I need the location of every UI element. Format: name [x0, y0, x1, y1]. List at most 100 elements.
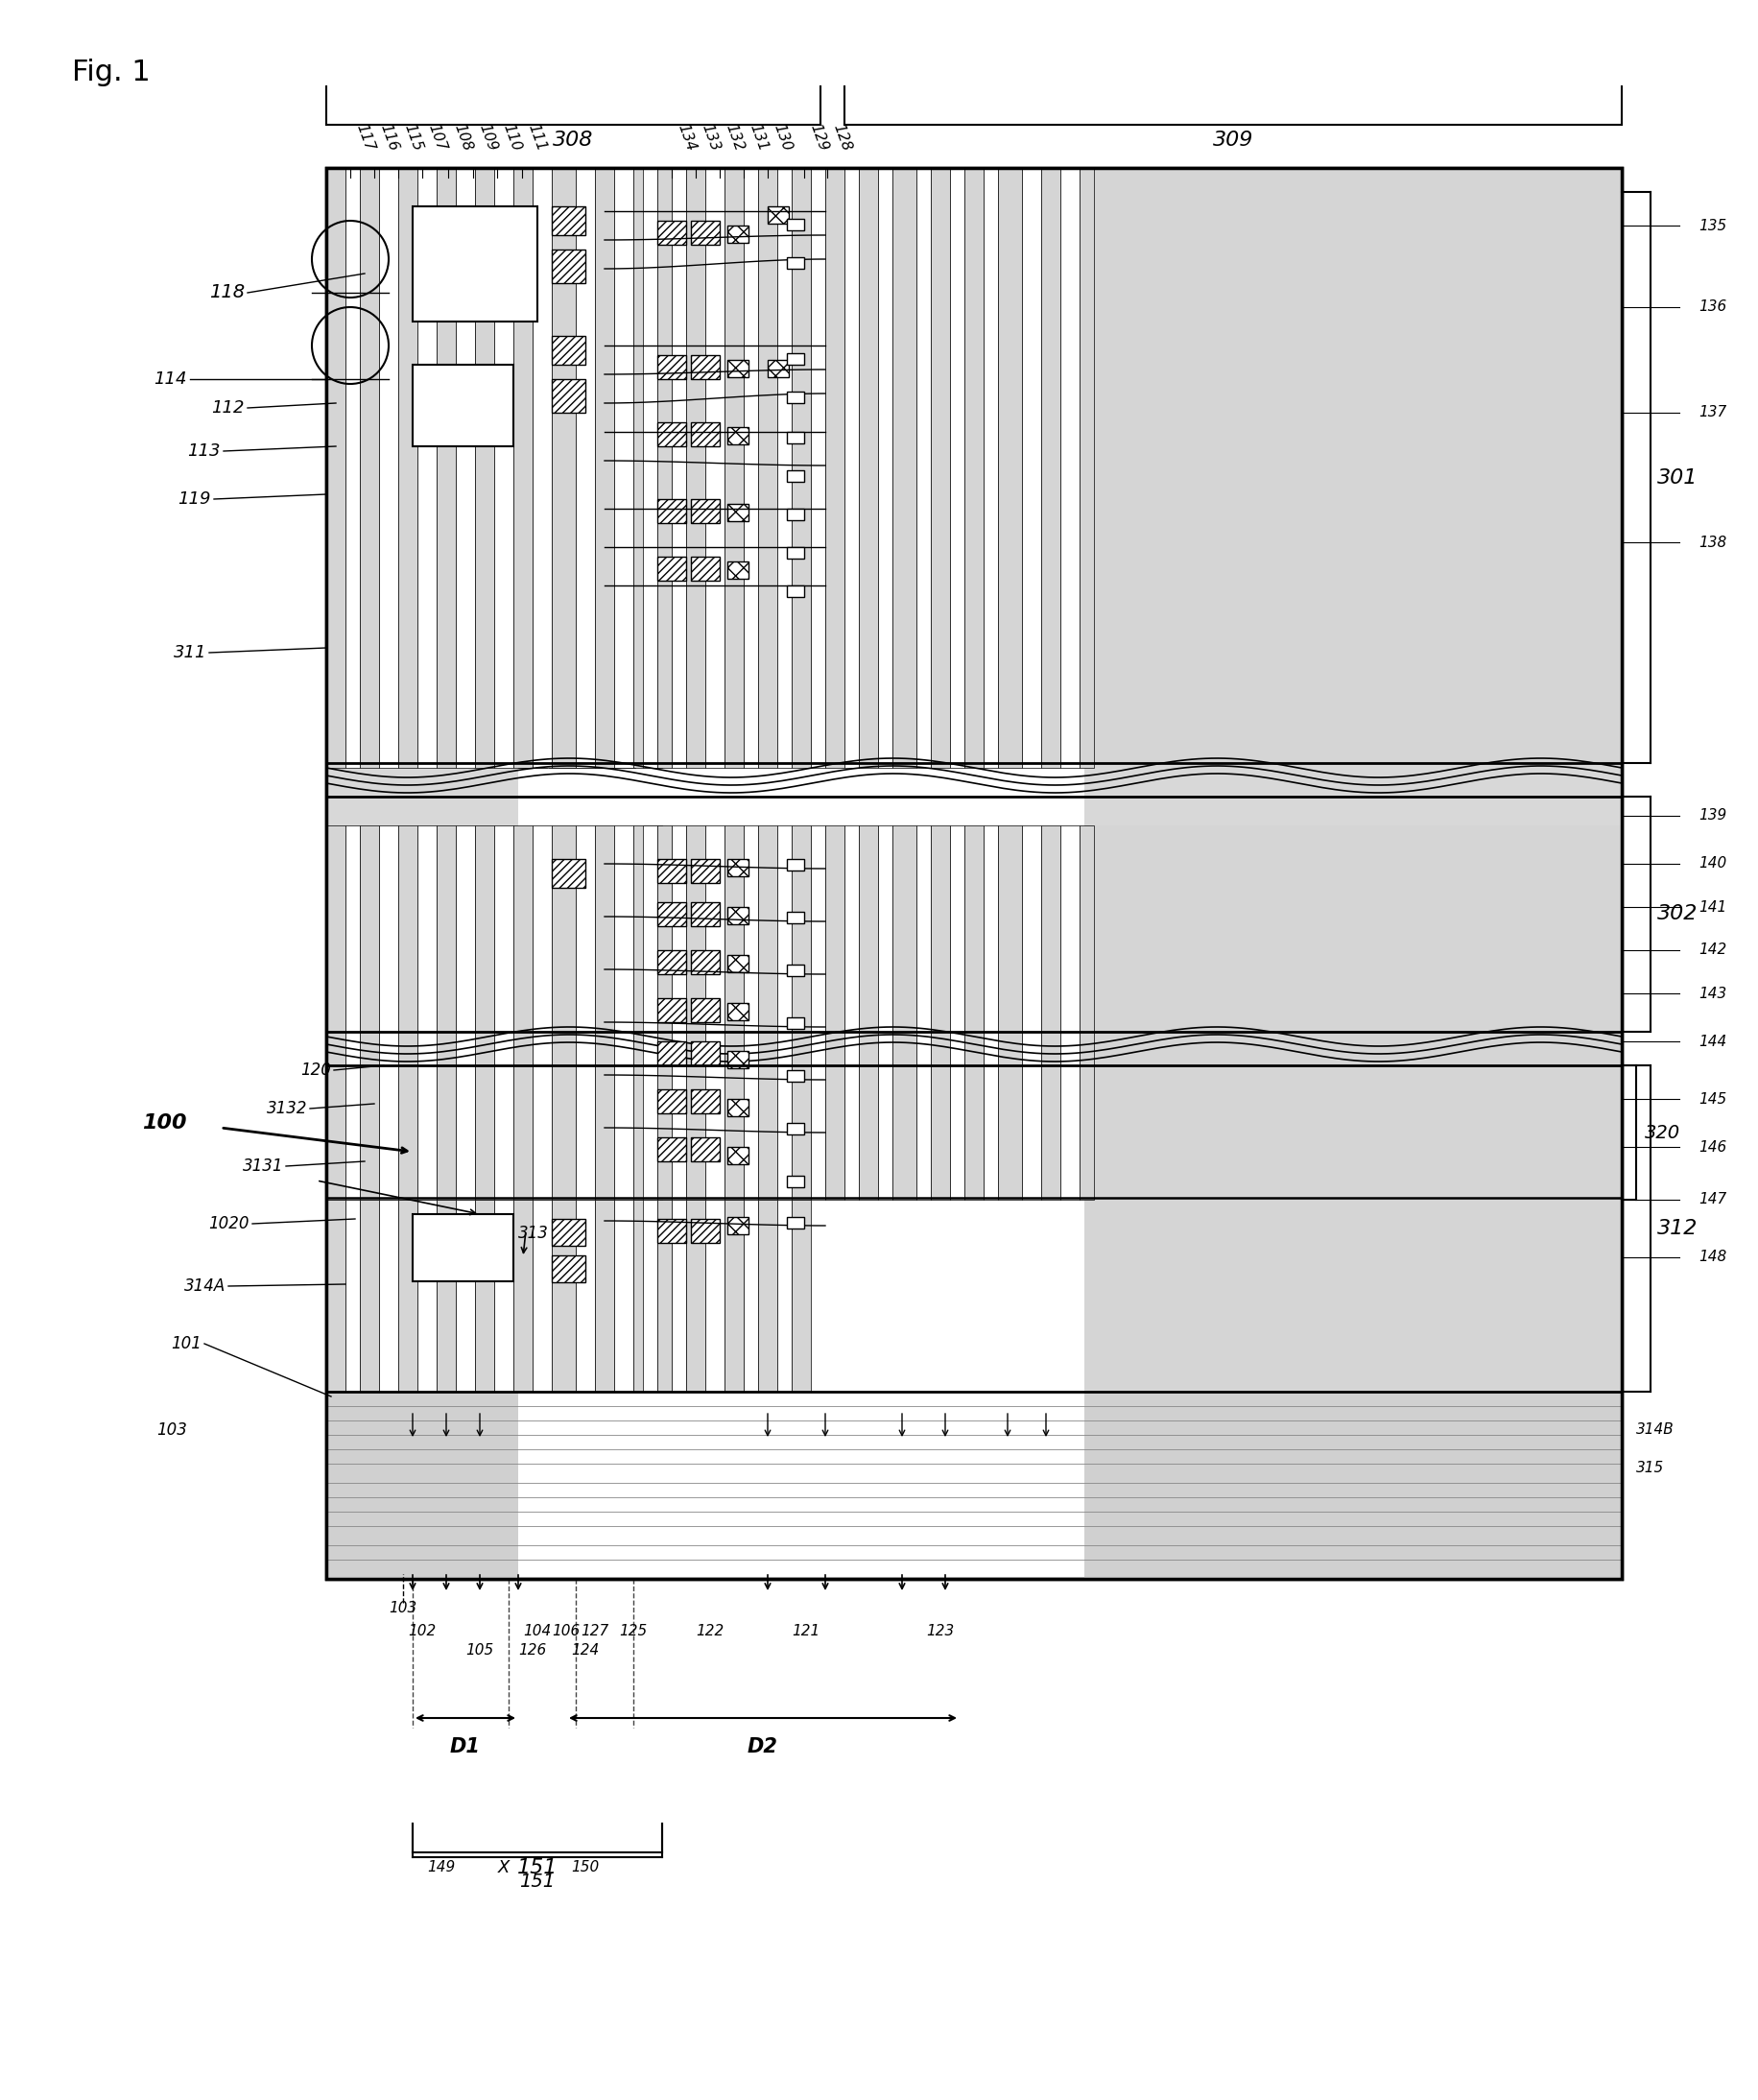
Bar [552, 1256, 585, 1283]
Bar [810, 168, 825, 769]
Bar [691, 220, 719, 246]
Bar [345, 1199, 360, 1392]
Bar [728, 956, 749, 972]
Bar [691, 903, 719, 926]
Bar [533, 825, 552, 1199]
Bar [758, 825, 777, 1199]
Bar [705, 825, 724, 1199]
Text: 314A: 314A [185, 1277, 225, 1296]
Bar [657, 1042, 686, 1065]
Bar [552, 250, 585, 284]
Text: 146: 146 [1698, 1140, 1726, 1155]
Bar [786, 218, 803, 231]
Bar [397, 168, 417, 769]
Bar [1041, 168, 1060, 769]
Bar [594, 168, 614, 769]
Bar [786, 470, 803, 481]
Bar [877, 168, 891, 769]
Bar [728, 1218, 749, 1235]
Bar [963, 825, 983, 1199]
Bar [858, 168, 877, 769]
Bar [494, 1199, 513, 1392]
Bar [1083, 1392, 1621, 1579]
Bar [825, 825, 844, 1199]
Bar [691, 949, 719, 974]
Bar [455, 1199, 475, 1392]
Text: 131: 131 [745, 122, 770, 153]
Bar [786, 586, 803, 596]
Bar [417, 1199, 436, 1392]
Text: 142: 142 [1698, 943, 1726, 958]
Bar [594, 1199, 614, 1392]
Bar [397, 1199, 417, 1392]
Bar [728, 504, 749, 521]
Bar [378, 1199, 397, 1392]
Bar [513, 1199, 533, 1392]
Text: 314B: 314B [1635, 1424, 1674, 1436]
Bar [657, 825, 672, 1199]
Bar [325, 168, 1621, 1579]
Text: 141: 141 [1698, 899, 1726, 914]
Text: 105: 105 [466, 1644, 494, 1659]
Bar [413, 206, 538, 321]
Text: 123: 123 [926, 1625, 955, 1638]
Text: 104: 104 [524, 1625, 550, 1638]
Bar [325, 168, 1621, 1579]
Bar [657, 1199, 672, 1392]
Text: 312: 312 [1656, 1218, 1696, 1239]
Bar [858, 825, 877, 1199]
Bar [657, 903, 686, 926]
Bar [475, 1199, 494, 1392]
Text: 120: 120 [301, 1060, 331, 1079]
Bar [1083, 168, 1621, 1579]
Text: 1020: 1020 [209, 1216, 250, 1233]
Bar [657, 1090, 686, 1113]
Bar [777, 168, 791, 769]
Bar [455, 168, 475, 769]
Text: 3132: 3132 [265, 1100, 308, 1117]
Text: 143: 143 [1698, 987, 1726, 1000]
Bar [691, 998, 719, 1023]
Bar [643, 1199, 657, 1392]
Bar [686, 168, 705, 769]
Bar [575, 168, 594, 769]
Bar [552, 206, 585, 235]
Bar [997, 168, 1021, 769]
Bar [643, 825, 657, 1199]
Bar [672, 1199, 686, 1392]
Bar [997, 825, 1021, 1199]
Bar [378, 168, 397, 769]
Bar [657, 1218, 686, 1243]
Text: 315: 315 [1635, 1462, 1663, 1476]
Text: 118: 118 [209, 284, 244, 302]
Text: 115: 115 [401, 122, 424, 153]
Bar [1041, 825, 1060, 1199]
Bar [728, 1098, 749, 1117]
Bar [983, 168, 997, 769]
Bar [455, 825, 475, 1199]
Bar [916, 168, 930, 769]
Text: 150: 150 [571, 1861, 599, 1875]
Bar [825, 168, 844, 769]
Bar [1060, 168, 1079, 769]
Bar [548, 168, 635, 769]
Bar [791, 825, 810, 1199]
Bar [325, 825, 519, 1579]
Bar [758, 168, 777, 769]
Bar [325, 825, 345, 1199]
Bar [325, 168, 519, 1579]
Text: 121: 121 [791, 1625, 819, 1638]
Bar [916, 825, 930, 1199]
Bar [705, 1199, 724, 1392]
Bar [728, 359, 749, 378]
Bar [534, 168, 547, 769]
Bar [949, 825, 963, 1199]
Text: 130: 130 [770, 122, 793, 153]
Bar [777, 1199, 791, 1392]
Text: 103: 103 [156, 1422, 186, 1438]
Bar [891, 168, 916, 769]
Text: 112: 112 [211, 399, 244, 416]
Text: 137: 137 [1698, 405, 1726, 420]
Bar [691, 355, 719, 380]
Bar [345, 825, 360, 1199]
